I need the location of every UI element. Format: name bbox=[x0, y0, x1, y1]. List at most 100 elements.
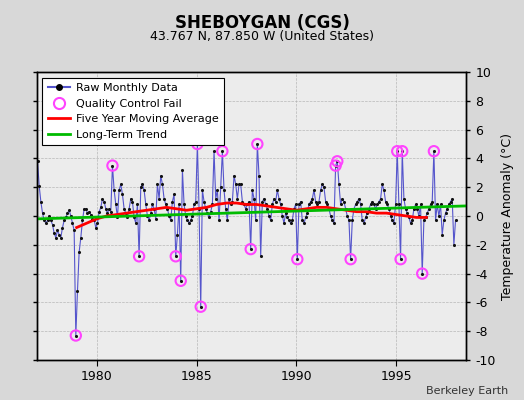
Point bbox=[410, 206, 418, 212]
Point bbox=[178, 167, 187, 173]
Point bbox=[332, 162, 340, 169]
Point bbox=[407, 220, 415, 226]
Point bbox=[385, 206, 393, 212]
Point bbox=[63, 210, 72, 216]
Point bbox=[278, 213, 287, 219]
Point bbox=[321, 198, 330, 205]
Point bbox=[110, 187, 118, 193]
Point bbox=[342, 206, 350, 212]
Point bbox=[220, 187, 228, 193]
Point bbox=[77, 234, 85, 241]
Point bbox=[255, 172, 263, 179]
Point bbox=[433, 201, 441, 208]
Point bbox=[58, 224, 67, 231]
Point bbox=[92, 224, 100, 231]
Point bbox=[137, 184, 145, 190]
Point bbox=[177, 278, 185, 284]
Point bbox=[72, 332, 80, 339]
Point bbox=[328, 217, 336, 224]
Point bbox=[268, 201, 277, 208]
Point bbox=[135, 253, 143, 260]
Point bbox=[363, 210, 372, 216]
Point bbox=[40, 217, 48, 224]
Point bbox=[95, 208, 103, 215]
Point bbox=[60, 217, 68, 224]
Point bbox=[403, 210, 411, 216]
Point bbox=[222, 206, 230, 212]
Point bbox=[418, 270, 427, 277]
Point bbox=[383, 201, 391, 208]
Point bbox=[215, 217, 223, 224]
Point bbox=[163, 206, 171, 212]
Text: SHEBOYGAN (CGS): SHEBOYGAN (CGS) bbox=[174, 14, 350, 32]
Point bbox=[373, 201, 381, 208]
Point bbox=[50, 230, 58, 236]
Point bbox=[85, 208, 93, 215]
Point bbox=[417, 201, 425, 208]
Point bbox=[301, 214, 310, 221]
Point bbox=[408, 217, 417, 224]
Point bbox=[115, 187, 123, 193]
Point bbox=[430, 148, 438, 154]
Point bbox=[256, 253, 265, 260]
Point bbox=[208, 201, 216, 208]
Point bbox=[376, 196, 385, 202]
Point bbox=[70, 227, 79, 234]
Point bbox=[57, 234, 65, 241]
Point bbox=[438, 232, 446, 238]
Point bbox=[380, 187, 388, 193]
Point bbox=[400, 196, 408, 202]
Point bbox=[245, 198, 253, 205]
Point bbox=[75, 249, 83, 255]
Point bbox=[200, 198, 208, 205]
Point bbox=[82, 206, 90, 212]
Point bbox=[340, 198, 348, 205]
Point bbox=[316, 187, 325, 193]
Point bbox=[333, 158, 342, 164]
Point bbox=[315, 198, 323, 205]
Point bbox=[421, 214, 430, 221]
Point bbox=[298, 217, 307, 224]
Point bbox=[73, 288, 82, 294]
Point bbox=[252, 217, 260, 224]
Point bbox=[193, 141, 202, 147]
Point bbox=[43, 217, 52, 224]
Point bbox=[196, 304, 205, 310]
Point bbox=[48, 222, 57, 228]
Point bbox=[52, 234, 60, 241]
Point bbox=[233, 196, 242, 202]
Point bbox=[113, 214, 122, 221]
Point bbox=[218, 148, 226, 154]
Point bbox=[413, 206, 421, 212]
Point bbox=[235, 181, 243, 188]
Point bbox=[308, 196, 316, 202]
Point bbox=[356, 201, 365, 208]
Point bbox=[120, 206, 128, 212]
Point bbox=[418, 270, 427, 277]
Point bbox=[295, 201, 303, 208]
Point bbox=[270, 196, 278, 202]
Point bbox=[158, 181, 167, 188]
Point bbox=[155, 196, 163, 202]
Point bbox=[225, 196, 233, 202]
Point bbox=[147, 210, 155, 216]
Point bbox=[273, 187, 281, 193]
Point bbox=[175, 201, 183, 208]
Point bbox=[277, 201, 285, 208]
Point bbox=[348, 217, 356, 224]
Point bbox=[143, 213, 151, 219]
Point bbox=[140, 187, 148, 193]
Point bbox=[271, 198, 280, 205]
Point bbox=[108, 162, 117, 169]
Point bbox=[428, 198, 436, 205]
Point bbox=[450, 242, 458, 248]
Point bbox=[307, 198, 315, 205]
Point bbox=[281, 210, 290, 216]
Point bbox=[265, 213, 273, 219]
Point bbox=[108, 162, 117, 169]
Point bbox=[168, 198, 177, 205]
Point bbox=[148, 201, 157, 208]
Point bbox=[335, 181, 343, 188]
Point bbox=[240, 201, 248, 208]
Point bbox=[53, 227, 62, 234]
